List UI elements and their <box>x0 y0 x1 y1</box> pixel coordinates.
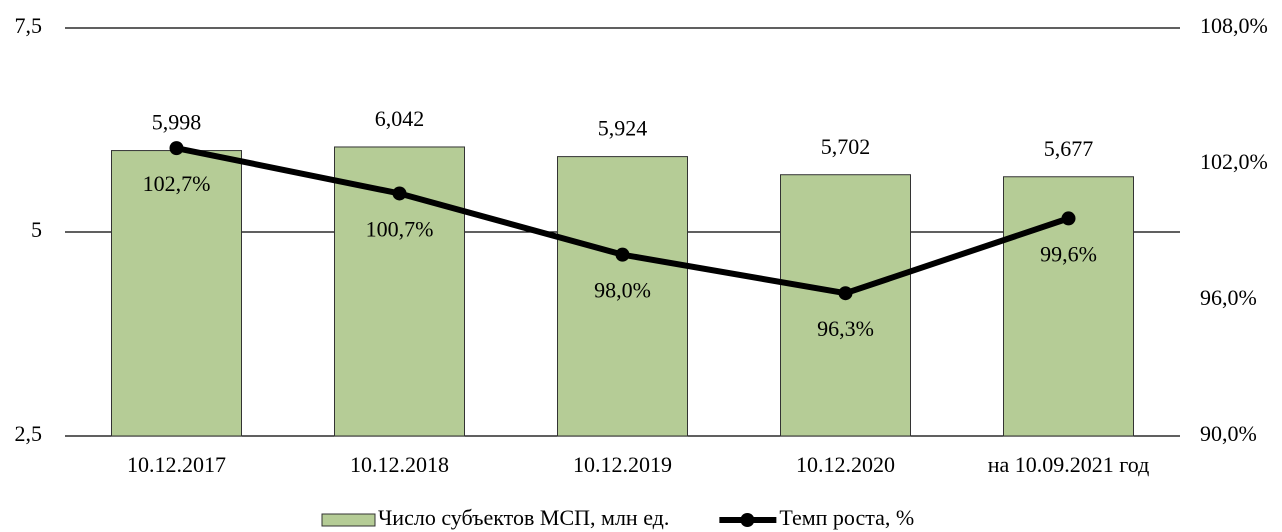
bar-value-label: 5,677 <box>1044 136 1094 161</box>
line-marker <box>615 247 630 262</box>
legend-swatch <box>321 513 376 527</box>
bar-value-label: 5,998 <box>152 110 202 135</box>
y2-tick-label: 108,0% <box>1200 13 1268 38</box>
x-tick-label: 10.12.2020 <box>796 452 895 477</box>
bar <box>557 156 688 437</box>
line-value-label: 100,7% <box>366 217 434 242</box>
y2-tick-label: 90,0% <box>1200 421 1257 446</box>
x-tick-label: 10.12.2019 <box>573 452 672 477</box>
y2-tick-label: 102,0% <box>1200 149 1268 174</box>
legend-label: Темп роста, % <box>779 505 914 530</box>
line-value-label: 96,3% <box>817 316 874 341</box>
x-tick-label: 10.12.2018 <box>350 452 449 477</box>
y2-tick-label: 96,0% <box>1200 285 1257 310</box>
bar <box>111 150 242 437</box>
legend-label: Число субъектов МСП, млн ед. <box>378 505 669 530</box>
legend-marker <box>740 513 755 527</box>
x-tick-label: 10.12.2017 <box>127 452 226 477</box>
line-marker <box>169 141 184 156</box>
line-value-label: 98,0% <box>594 278 651 303</box>
line-marker <box>1061 211 1076 226</box>
line-marker <box>392 186 407 201</box>
y-tick-label: 7,5 <box>15 13 43 38</box>
line-value-label: 99,6% <box>1040 241 1097 266</box>
line-value-label: 102,7% <box>143 171 211 196</box>
bar-value-label: 5,924 <box>598 116 648 141</box>
y-tick-label: 5 <box>31 217 42 242</box>
bar-value-label: 5,702 <box>821 134 871 159</box>
bar-value-label: 6,042 <box>375 106 425 131</box>
x-tick-label: на 10.09.2021 год <box>988 452 1150 477</box>
line-marker <box>838 286 853 301</box>
y-tick-label: 2,5 <box>15 421 43 446</box>
bar <box>780 174 911 437</box>
